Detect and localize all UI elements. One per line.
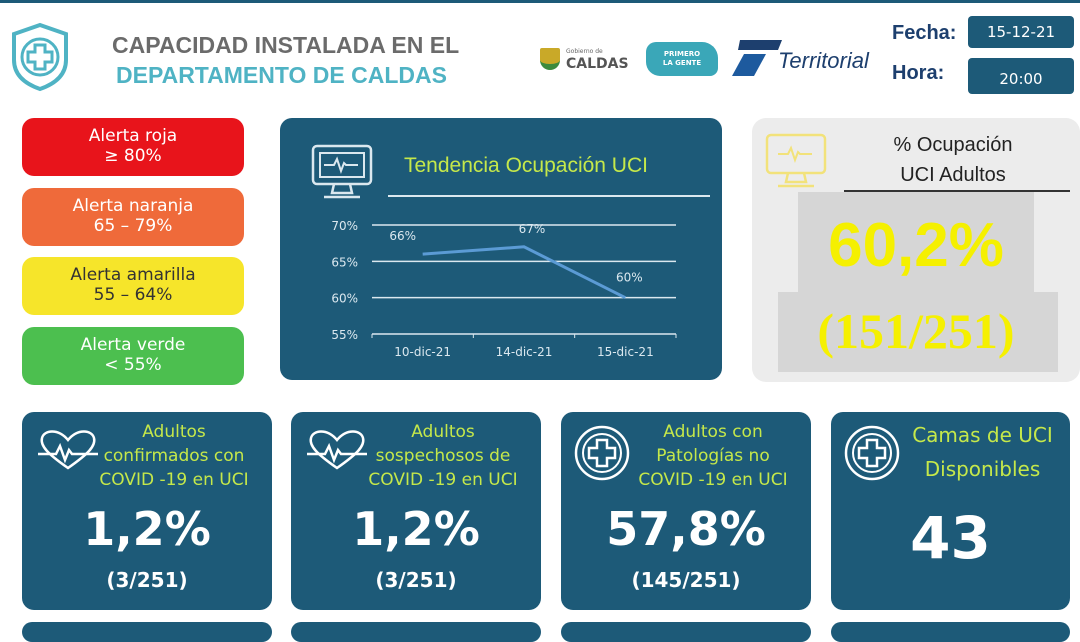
next-row-card	[22, 622, 272, 642]
y-tick-label: 65%	[331, 255, 358, 269]
next-row-card	[831, 622, 1070, 642]
territorial-logo-icon	[732, 38, 782, 78]
occupancy-ratio: (151/251)	[752, 302, 1080, 360]
stat-ratio: (145/251)	[561, 568, 811, 592]
medical-shield-logo-icon	[8, 22, 72, 92]
stat-value: 1,2%	[22, 502, 272, 556]
territorial-logo-text: Territorial	[778, 48, 869, 74]
title-line-2: DEPARTAMENTO DE CALDAS	[116, 62, 447, 89]
hora-label: Hora:	[892, 62, 944, 85]
y-tick-label: 70%	[331, 219, 358, 233]
stat-value: 43	[831, 504, 1070, 572]
stat-ratio: (3/251)	[22, 568, 272, 592]
occupancy-divider	[844, 190, 1070, 192]
hora-value: 20:00	[968, 58, 1074, 94]
alert-green: Alerta verde< 55%	[22, 327, 244, 385]
top-border	[0, 0, 1080, 3]
y-tick-label: 60%	[331, 292, 358, 306]
caldas-logo: Gobierno de CALDAS	[540, 46, 640, 76]
trend-card: Tendencia Ocupación UCI 55%60%65%70%66%1…	[280, 118, 722, 380]
series-line	[423, 247, 626, 298]
medical-cross-icon	[843, 424, 901, 486]
fecha-label: Fecha:	[892, 22, 956, 45]
stat-value: 57,8%	[561, 502, 811, 556]
stat-value: 1,2%	[291, 502, 541, 556]
data-label: 67%	[519, 222, 546, 236]
alert-red: Alerta roja≥ 80%	[22, 118, 244, 176]
title-line-1: CAPACIDAD INSTALADA EN EL	[112, 32, 459, 59]
fecha-value: 15-12-21	[968, 16, 1074, 48]
stat-ratio: (3/251)	[291, 568, 541, 592]
data-label: 60%	[616, 271, 643, 285]
data-label: 66%	[389, 229, 416, 243]
occupancy-percent: 60,2%	[752, 210, 1080, 281]
next-row-card	[291, 622, 541, 642]
trend-chart: 55% 60% 65% 70% 66% 10-dic-21 67% 14-dic-21 60% 1…	[280, 118, 722, 380]
y-tick-label: 55%	[331, 328, 358, 342]
next-row-card	[561, 622, 811, 642]
x-tick-label: 14-dic-21	[496, 345, 553, 359]
x-tick-label: 10-dic-21	[394, 345, 451, 359]
x-tick-label: 15-dic-21	[597, 345, 654, 359]
monitor-icon	[764, 132, 828, 194]
